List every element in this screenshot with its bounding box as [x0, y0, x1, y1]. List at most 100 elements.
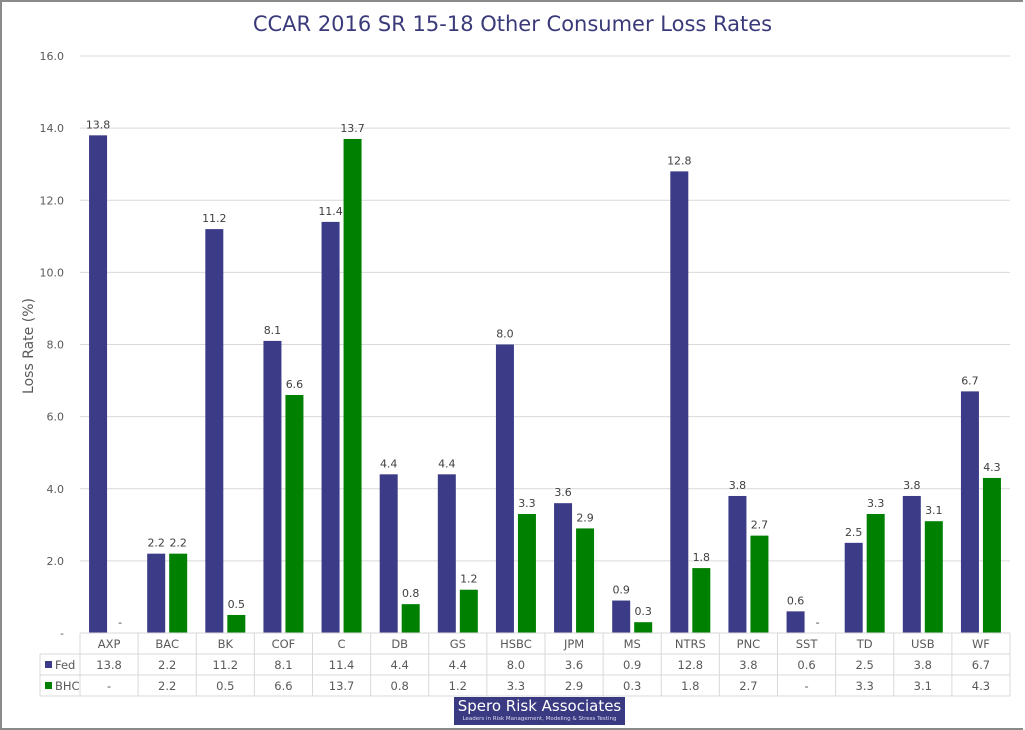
bar-fed	[612, 600, 631, 633]
x-tick-label: WF	[972, 637, 990, 651]
bar-fed	[786, 611, 805, 633]
chart-title: CCAR 2016 SR 15-18 Other Consumer Loss R…	[252, 12, 773, 36]
bar-bhc	[982, 477, 1001, 633]
bar-bhc	[401, 604, 420, 633]
x-tick-label: C	[338, 637, 346, 651]
gridlines	[80, 55, 1010, 562]
y-axis-ticks: - 2.0 4.0 6.0 8.0 10.0 12.0 14.0 16.0	[40, 50, 65, 640]
data-label: 3.3	[867, 497, 885, 510]
table-cell: 8.0	[507, 658, 525, 672]
data-label: 11.2	[202, 212, 227, 225]
data-label: 3.8	[903, 479, 921, 492]
y-tick-label: 10.0	[40, 266, 65, 279]
y-tick-label: 8.0	[47, 339, 65, 352]
bar-fed	[263, 340, 282, 633]
x-tick-label: BAC	[155, 637, 179, 651]
table-cell: 2.2	[158, 679, 176, 693]
bar-fed	[205, 229, 224, 633]
bar-fed	[728, 495, 747, 633]
y-tick-label: 6.0	[47, 411, 65, 424]
data-labels: 13.8 - 2.2 2.2 11.2 0.5 8.1 6.6 11.4 13.7 4.4 0.8 4.…	[86, 118, 1001, 629]
logo-tagline: Leaders in Risk Management, Modeling & S…	[462, 716, 617, 722]
data-label: 0.9	[612, 584, 630, 597]
y-tick-label: 16.0	[40, 50, 65, 63]
bar-bhc	[634, 622, 653, 633]
data-label: 0.5	[228, 598, 246, 611]
bar-fed	[437, 474, 456, 633]
table-cell: 13.8	[96, 658, 122, 672]
x-tick-label: PNC	[737, 637, 761, 651]
table-cell: 2.2	[158, 658, 176, 672]
x-tick-label: NTRS	[675, 637, 706, 651]
bar-bhc	[866, 513, 885, 633]
table-cell: 3.3	[856, 679, 874, 693]
y-tick-label: 14.0	[40, 122, 65, 135]
table-cell: 4.4	[449, 658, 467, 672]
data-label: 2.5	[845, 526, 863, 539]
bars	[89, 135, 1001, 633]
bar-fed	[670, 171, 689, 633]
x-tick-label: USB	[911, 637, 935, 651]
x-tick-label: BK	[218, 637, 234, 651]
data-label: 1.8	[693, 551, 711, 564]
bar-fed	[379, 474, 398, 633]
data-label: 4.4	[380, 457, 398, 470]
data-label: 3.3	[518, 497, 536, 510]
x-tick-label: SST	[796, 637, 819, 651]
table-cell: 11.4	[329, 658, 355, 672]
bar-bhc	[169, 553, 188, 633]
y-tick-label: -	[60, 627, 64, 640]
x-tick-label: GS	[450, 637, 466, 651]
table-cell: 2.9	[565, 679, 583, 693]
bar-bhc	[576, 528, 595, 633]
table-cell: 1.2	[449, 679, 467, 693]
bar-bhc	[459, 589, 478, 633]
data-label: 6.7	[961, 374, 979, 387]
data-label: 1.2	[460, 573, 478, 586]
data-label: 3.8	[729, 479, 747, 492]
bar-bhc	[517, 513, 536, 633]
table-cell: 3.1	[914, 679, 932, 693]
data-label: 2.2	[169, 537, 187, 550]
table-cell: 2.7	[739, 679, 757, 693]
data-label: 2.2	[147, 537, 165, 550]
bar-fed	[554, 503, 573, 633]
table-cell: 0.8	[391, 679, 409, 693]
company-logo: Spero Risk Associates Leaders in Risk Ma…	[454, 697, 625, 725]
legend-swatch-bhc	[45, 682, 52, 689]
x-tick-label: JPM	[563, 637, 584, 651]
bar-bhc	[343, 138, 362, 633]
bar-fed	[844, 542, 863, 633]
data-label: 12.8	[667, 154, 692, 167]
table-cell: 4.3	[972, 679, 990, 693]
data-label: 4.3	[983, 461, 1001, 474]
table-cell: 2.5	[856, 658, 874, 672]
data-label: 11.4	[318, 205, 343, 218]
table-cell: 6.7	[972, 658, 990, 672]
legend-label-bhc: BHC	[55, 679, 80, 693]
data-label: 2.7	[751, 519, 769, 532]
data-label: 0.3	[634, 605, 652, 618]
table-cell: -	[107, 679, 111, 693]
table-cell: -	[804, 679, 808, 693]
data-label: -	[118, 616, 122, 629]
data-label: 0.8	[402, 587, 420, 600]
x-tick-label: MS	[624, 637, 641, 651]
table-cell: 3.8	[914, 658, 932, 672]
x-tick-label: AXP	[98, 637, 121, 651]
x-tick-label: COF	[272, 637, 296, 651]
table-cell: 13.7	[329, 679, 355, 693]
table-cell: 4.4	[391, 658, 409, 672]
x-tick-label: HSBC	[500, 637, 532, 651]
data-label: 6.6	[286, 378, 304, 391]
table-cell: 0.3	[623, 679, 641, 693]
data-table: AXP 13.8 - BAC 2.2 2.2 BK 11.2 0.5 COF 8.1 6.6 C 11.4…	[39, 632, 1011, 697]
bar-bhc	[692, 568, 711, 633]
data-label: 3.6	[554, 486, 572, 499]
y-tick-label: 4.0	[47, 483, 65, 496]
x-tick-label: TD	[856, 637, 873, 651]
bar-fed	[321, 221, 340, 633]
bar-fed	[902, 495, 921, 633]
table-cell: 0.6	[797, 658, 815, 672]
